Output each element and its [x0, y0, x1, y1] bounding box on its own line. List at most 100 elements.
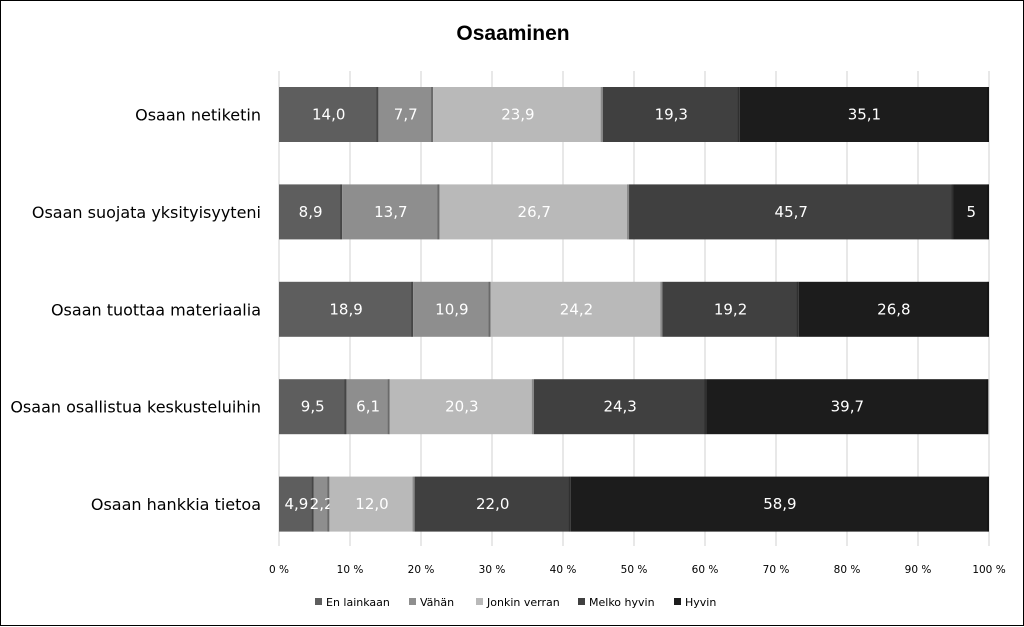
data-label: 23,9 — [501, 106, 534, 124]
data-label: 26,7 — [518, 203, 551, 221]
legend-swatch — [409, 598, 416, 605]
tick-label: 70 % — [763, 564, 790, 576]
bar-segment-edge — [376, 87, 379, 142]
bar-segment — [279, 87, 379, 142]
tick-label: 60 % — [692, 564, 719, 576]
data-label: 20,3 — [445, 398, 478, 416]
data-label: 6,1 — [356, 398, 380, 416]
category-labels: Osaan netiketin Osaan suojata yksityisyyt… — [10, 106, 261, 515]
tick-label: 30 % — [479, 564, 506, 576]
category-label: Osaan tuottaa materiaalia — [51, 300, 261, 319]
bar-segment-edge — [531, 379, 534, 435]
data-label: 26,8 — [877, 300, 910, 318]
legend-label: Melko hyvin — [589, 596, 655, 609]
legend-label: En lainkaan — [326, 596, 390, 609]
data-label: 22,0 — [476, 495, 509, 513]
bar-segment — [739, 87, 989, 142]
tick-label: 90 % — [905, 564, 932, 576]
bar-segment-edge — [412, 476, 415, 532]
bar-segment-edge — [796, 281, 799, 337]
bar-segment-edge — [627, 184, 630, 240]
data-label: 39,7 — [831, 398, 864, 416]
bar-segment-edge — [987, 184, 989, 240]
bar-segment-edge — [344, 379, 347, 435]
data-label: 58,9 — [763, 495, 796, 513]
tick-label: 50 % — [621, 564, 648, 576]
legend: En lainkaan Vähän Jonkin verran Melko hyvin… — [315, 596, 716, 609]
tick-label: 40 % — [550, 564, 577, 576]
bar-segment-edge — [600, 87, 603, 142]
bar-segment-edge — [951, 184, 954, 240]
data-label: 24,3 — [603, 398, 636, 416]
tick-label: 80 % — [834, 564, 861, 576]
tick-label: 0 % — [269, 564, 289, 576]
data-label: 8,9 — [299, 203, 323, 221]
bar-segment-edge — [568, 476, 571, 532]
tick-label: 10 % — [337, 564, 364, 576]
bar-segment-edge — [986, 379, 989, 435]
data-label: 5 — [966, 203, 976, 221]
legend-label: Jonkin verran — [486, 596, 560, 609]
bar-segment — [414, 476, 571, 532]
data-label: 2,2 — [310, 495, 334, 513]
bar-segment-edge — [340, 184, 343, 240]
data-label: 12,0 — [355, 495, 388, 513]
bar-segment-edge — [987, 281, 989, 337]
data-label: 45,7 — [775, 203, 808, 221]
bar-segment-edge — [437, 184, 440, 240]
bar-segment — [798, 281, 989, 337]
bar-segment-edge — [387, 379, 390, 435]
bar-segment-edge — [411, 281, 414, 337]
legend-label: Vähän — [420, 596, 454, 609]
data-label: 13,7 — [374, 203, 407, 221]
bar-segment — [953, 184, 989, 240]
bar-segment — [279, 184, 343, 240]
data-label: 35,1 — [848, 106, 881, 124]
bar-segment-edge — [327, 476, 330, 532]
bar-segment — [490, 281, 663, 337]
bar-segment — [342, 184, 440, 240]
bar-segment — [413, 281, 491, 337]
bar-segment — [378, 87, 434, 142]
bar-segment-edge — [660, 281, 663, 337]
bar-segment-edge — [311, 476, 314, 532]
bar-segment — [433, 87, 603, 142]
category-label: Osaan netiketin — [135, 106, 261, 125]
bar-segment — [706, 379, 989, 435]
category-label: Osaan suojata yksityisyyteni — [32, 203, 261, 222]
tick-label: 100 % — [972, 564, 1005, 576]
bar-segment — [570, 476, 989, 532]
bar-segment — [313, 476, 330, 532]
category-label: Osaan hankkia tietoa — [91, 495, 261, 514]
data-label: 19,2 — [714, 300, 747, 318]
bar-segment — [662, 281, 799, 337]
bar-segment-edge — [431, 87, 434, 142]
legend-label: Hyvin — [685, 596, 716, 609]
category-label: Osaan osallistua keskusteluihin — [10, 398, 261, 417]
bar-segment — [602, 87, 740, 142]
bar-segment-edge — [488, 281, 491, 337]
chart-title: Osaaminen — [456, 22, 569, 45]
bar-segment — [439, 184, 630, 240]
bar-segment — [533, 379, 707, 435]
bar-segment — [279, 379, 347, 435]
bar-segment — [389, 379, 534, 435]
bar-segment-edge — [704, 379, 707, 435]
bar-segment — [279, 476, 314, 532]
tick-label: 20 % — [408, 564, 435, 576]
data-label: 19,3 — [655, 106, 688, 124]
data-label: 7,7 — [394, 106, 418, 124]
data-label: 14,0 — [312, 106, 345, 124]
bar-segment-edge — [987, 476, 989, 532]
bar-segment — [346, 379, 390, 435]
data-label: 10,9 — [435, 300, 468, 318]
bar-segment-edge — [737, 87, 740, 142]
x-axis-ticks: 0 % 10 % 20 % 30 % 40 % 50 % 60 % 70 % 80 % 90 % 1… — [269, 564, 1006, 576]
bar-segment — [279, 281, 414, 337]
bar-segment-edge — [987, 87, 989, 142]
data-label: 24,2 — [560, 300, 593, 318]
legend-swatch — [315, 598, 322, 605]
data-label: 4,9 — [284, 495, 308, 513]
